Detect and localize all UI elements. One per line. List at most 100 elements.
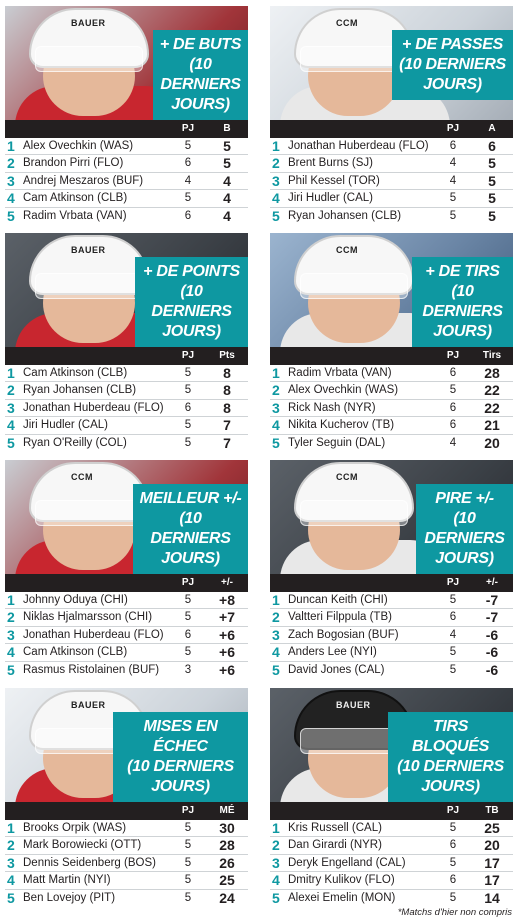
player-name: Matt Martin (NYI) <box>23 874 111 887</box>
stat-value: 5 <box>488 207 496 224</box>
panel-title: + DE PASSES (10 DERNIERS JOURS) <box>392 30 513 100</box>
panel-title-line: (10 DERNIERS <box>397 758 504 775</box>
panel-title-line: (10 DERNIERS <box>151 283 232 320</box>
player-name: Jiri Hudler (CAL) <box>288 192 373 205</box>
stat-value: 7 <box>223 434 231 451</box>
stat-value: 14 <box>484 889 500 906</box>
ranking-list: 1 Brooks Orpik (WAS) 5 30 2 Mark Borowiecki (… <box>5 820 248 907</box>
stat-value: -6 <box>485 644 499 661</box>
helmet-brand-logo: CCM <box>71 472 93 482</box>
stat-value: 22 <box>484 382 500 399</box>
stat-panel: CCM PIRE +/- (10 DERNIERS JOURS) PJ +/- 1 Dunca… <box>270 460 513 679</box>
panel-title-line: + DE POINTS <box>143 263 240 280</box>
helmet-brand-logo: CCM <box>336 18 358 28</box>
player-name: Alex Ovechkin (WAS) <box>23 140 134 152</box>
games-played: 5 <box>184 594 192 606</box>
table-header: PJ +/- <box>5 574 248 592</box>
games-played: 5 <box>449 663 457 676</box>
games-played: 6 <box>449 839 457 852</box>
stat-value: 6 <box>488 138 496 154</box>
table-header: PJ Pts <box>5 347 248 365</box>
stat-panel: CCM + DE PASSES (10 DERNIERS JOURS) PJ A 1 Jona… <box>270 6 513 225</box>
panel-title-line: JOURS) <box>151 778 210 795</box>
ranking-list: 1 Johnny Oduya (CHI) 5 +8 2 Niklas Hjalmarsso… <box>5 592 248 679</box>
table-row: 4 Jiri Hudler (CAL) 5 5 <box>270 190 513 208</box>
player-name: Ben Lovejoy (PIT) <box>23 891 116 904</box>
games-played: 5 <box>449 822 457 834</box>
visor-shape <box>35 46 143 72</box>
column-header-gp: PJ <box>181 577 195 588</box>
stat-value: -6 <box>485 626 499 643</box>
games-played: 6 <box>449 367 457 379</box>
player-name: Dennis Seidenberg (BOS) <box>23 856 156 869</box>
column-header-gp: PJ <box>446 350 460 361</box>
panel-title-line: + DE PASSES <box>402 36 503 53</box>
panel-title-line: (10 DERNIERS <box>399 56 506 73</box>
helmet-brand-logo: BAUER <box>71 18 106 28</box>
stat-value: 22 <box>484 399 500 416</box>
stat-value: 5 <box>223 138 231 154</box>
helmet-brand-logo: CCM <box>336 245 358 255</box>
rank-number: 1 <box>272 592 280 608</box>
player-photo: CCM + DE PASSES (10 DERNIERS JOURS) <box>270 6 513 120</box>
player-name: Cam Atkinson (CLB) <box>23 367 128 379</box>
games-played: 5 <box>184 822 192 834</box>
games-played: 4 <box>449 628 457 641</box>
table-row: 4 Nikita Kucherov (TB) 6 21 <box>270 417 513 435</box>
helmet-brand-logo: BAUER <box>336 700 371 710</box>
panel-title: + DE TIRS (10 DERNIERS JOURS) <box>412 257 513 347</box>
stat-value: 28 <box>219 837 235 854</box>
games-played: 5 <box>449 192 457 205</box>
player-name: Brent Burns (SJ) <box>288 157 373 170</box>
stat-value: 25 <box>219 872 235 889</box>
table-row: 5 Ryan Johansen (CLB) 5 5 <box>270 208 513 225</box>
games-played: 6 <box>449 401 457 414</box>
table-row: 4 Matt Martin (NYI) 5 25 <box>5 872 248 890</box>
helmet-brand-logo: CCM <box>336 472 358 482</box>
rank-number: 1 <box>7 820 15 836</box>
rank-number: 2 <box>272 155 280 172</box>
games-played: 5 <box>449 646 457 659</box>
panel-title-line: JOURS) <box>161 550 220 567</box>
games-played: 6 <box>449 611 457 624</box>
player-name: Brooks Orpik (WAS) <box>23 822 127 834</box>
table-row: 4 Anders Lee (NYI) 5 -6 <box>270 644 513 662</box>
stat-value: 5 <box>488 172 496 189</box>
games-played: 6 <box>449 140 457 152</box>
table-row: 5 Alexei Emelin (MON) 5 14 <box>270 890 513 907</box>
rank-number: 4 <box>7 417 15 434</box>
helmet-brand-logo: BAUER <box>71 245 106 255</box>
table-row: 5 Ben Lovejoy (PIT) 5 24 <box>5 890 248 907</box>
player-name: Zach Bogosian (BUF) <box>288 628 399 641</box>
table-row: 3 Phil Kessel (TOR) 4 5 <box>270 172 513 191</box>
rank-number: 5 <box>7 889 15 906</box>
player-photo: BAUER + DE BUTS (10 DERNIERS JOURS) <box>5 6 248 120</box>
ranking-list: 1 Radim Vrbata (VAN) 6 28 2 Alex Ovechkin (WA… <box>270 365 513 452</box>
player-name: Rasmus Ristolainen (BUF) <box>23 663 160 676</box>
games-played: 5 <box>184 384 192 397</box>
table-row: 5 Tyler Seguin (DAL) 4 20 <box>270 435 513 452</box>
stat-value: +7 <box>219 609 235 626</box>
player-name: Alexei Emelin (MON) <box>288 891 396 904</box>
table-row: 3 Zach Bogosian (BUF) 4 -6 <box>270 626 513 645</box>
rank-number: 4 <box>272 872 280 889</box>
rank-number: 4 <box>272 417 280 434</box>
stat-value: 4 <box>223 207 231 224</box>
player-name: Niklas Hjalmarsson (CHI) <box>23 611 153 624</box>
games-played: 5 <box>184 436 192 449</box>
visor-shape <box>35 500 143 526</box>
table-row: 2 Brent Burns (SJ) 4 5 <box>270 155 513 173</box>
helmet-shape <box>29 235 149 295</box>
games-played: 5 <box>449 891 457 904</box>
table-row: 4 Cam Atkinson (CLB) 5 4 <box>5 190 248 208</box>
table-row: 3 Rick Nash (NYR) 6 22 <box>270 399 513 418</box>
table-header: PJ B <box>5 120 248 138</box>
stat-value: 17 <box>484 872 500 889</box>
games-played: 5 <box>184 367 192 379</box>
games-played: 5 <box>449 384 457 397</box>
games-played: 6 <box>184 157 192 170</box>
table-row: 2 Dan Girardi (NYR) 6 20 <box>270 837 513 855</box>
table-row: 2 Mark Borowiecki (OTT) 5 28 <box>5 837 248 855</box>
ranking-list: 1 Alex Ovechkin (WAS) 5 5 2 Brandon Pirri (FL… <box>5 138 248 225</box>
games-played: 6 <box>449 874 457 887</box>
